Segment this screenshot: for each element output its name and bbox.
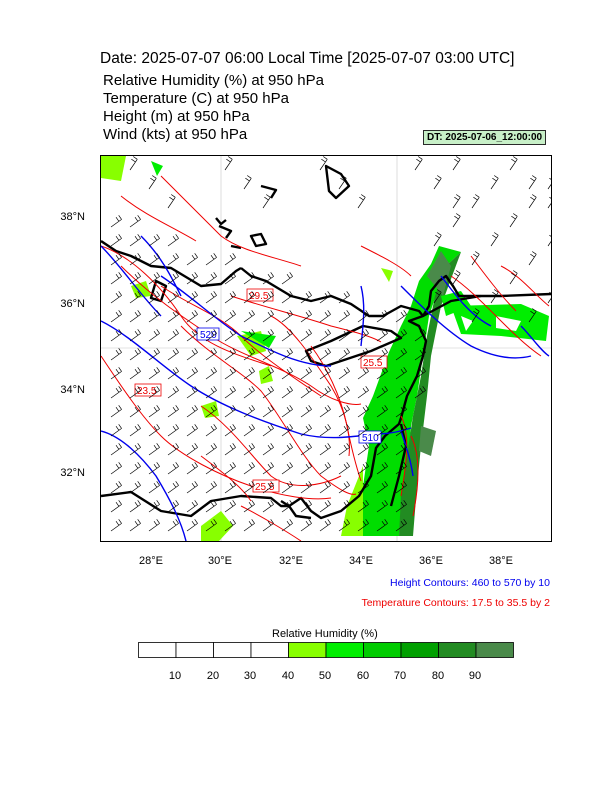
- field-line-wind: Wind (kts) at 950 hPa: [103, 126, 248, 143]
- colorbar-label: 40: [281, 670, 295, 682]
- humidity-colorbar: [138, 642, 514, 658]
- height-contour-legend: Height Contours: 460 to 570 by 10: [390, 577, 550, 589]
- temperature-label-north: 29.5: [249, 291, 269, 302]
- lon-label-32e: 32°E: [279, 555, 303, 567]
- colorbar-swatch: [213, 642, 252, 658]
- height-label-510: 510: [362, 433, 379, 444]
- colorbar-label: 60: [356, 670, 370, 682]
- temperature-contours: [101, 175, 550, 541]
- lat-label-32n: 32°N: [60, 467, 85, 479]
- page-title: Date: 2025-07-07 06:00 Local Time [2025-…: [100, 50, 515, 67]
- wind-barb: [110, 156, 551, 532]
- graticule: [101, 156, 551, 541]
- temperature-contour-legend: Temperature Contours: 17.5 to 35.5 by 2: [361, 597, 550, 609]
- colorbar-label: 90: [468, 670, 482, 682]
- contour-labels: 520 510 23.5 29.5 25.5 25.5: [134, 288, 388, 493]
- temperature-label-east: 25.5: [363, 358, 383, 369]
- colorbar-label: 20: [206, 670, 220, 682]
- lon-label-28e: 28°E: [139, 555, 163, 567]
- colorbar-label: 70: [393, 670, 407, 682]
- height-contours: [101, 235, 550, 541]
- temperature-label-south: 25.5: [255, 482, 275, 493]
- colorbar-swatch: [250, 642, 289, 658]
- colorbar-swatch: [288, 642, 327, 658]
- map-panel: 520 510 23.5 29.5 25.5 25.5: [100, 155, 552, 542]
- lon-label-38e: 38°E: [489, 555, 513, 567]
- colorbar-swatch: [325, 642, 364, 658]
- colorbar-swatch: [475, 642, 514, 658]
- colorbar-label: 50: [318, 670, 332, 682]
- field-line-rh: Relative Humidity (%) at 950 hPa: [103, 72, 324, 89]
- map-canvas: 520 510 23.5 29.5 25.5 25.5: [101, 156, 551, 541]
- lat-label-34n: 34°N: [60, 384, 85, 396]
- colorbar-label: 10: [168, 670, 182, 682]
- field-line-height: Height (m) at 950 hPa: [103, 108, 250, 125]
- colorbar-label: 80: [431, 670, 445, 682]
- lat-label-38n: 38°N: [60, 211, 85, 223]
- temperature-label-west: 23.5: [137, 386, 157, 397]
- wind-barbs: [110, 156, 551, 532]
- colorbar-swatch: [138, 642, 177, 658]
- colorbar-swatch: [400, 642, 439, 658]
- colorbar-label: 30: [243, 670, 257, 682]
- colorbar-title: Relative Humidity (%): [272, 628, 378, 640]
- lon-label-34e: 34°E: [349, 555, 373, 567]
- height-label-520: 520: [200, 330, 217, 341]
- field-line-temperature: Temperature (C) at 950 hPa: [103, 90, 289, 107]
- dt-badge: DT: 2025-07-06_12:00:00: [423, 130, 547, 145]
- colorbar-swatch: [438, 642, 477, 658]
- lat-label-36n: 36°N: [60, 298, 85, 310]
- colorbar-swatch: [363, 642, 402, 658]
- lon-label-30e: 30°E: [208, 555, 232, 567]
- colorbar-swatch: [175, 642, 214, 658]
- lon-label-36e: 36°E: [419, 555, 443, 567]
